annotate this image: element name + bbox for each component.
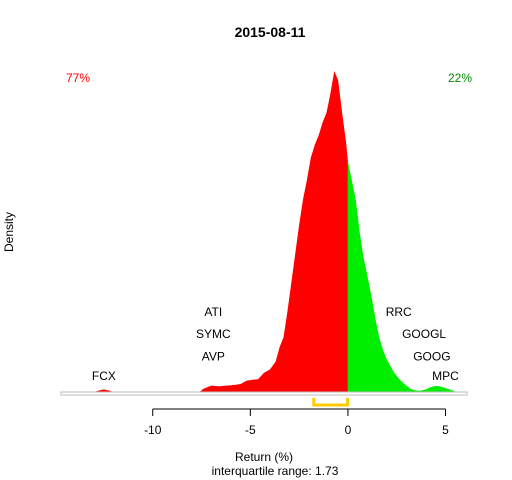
ticker-annotation: FCX — [92, 369, 116, 383]
pct-positive-label: 22% — [448, 71, 472, 85]
ticker-annotation: SYMC — [196, 327, 231, 341]
iqr-subtitle: interquartile range: 1.73 — [212, 464, 339, 478]
y-axis-label: Density — [2, 212, 16, 252]
iqr-bracket — [312, 398, 350, 407]
x-tick-label: 5 — [442, 423, 449, 437]
x-tick-label: 0 — [345, 423, 352, 437]
ticker-annotation: GOOG — [413, 350, 450, 364]
ticker-annotation: GOOGL — [402, 327, 446, 341]
ticker-annotation: MPC — [432, 369, 459, 383]
pct-negative-label: 77% — [66, 71, 90, 85]
positive-area — [347, 160, 458, 392]
ticker-annotation: RRC — [386, 305, 412, 319]
x-tick-label: -5 — [245, 423, 256, 437]
x-tick-label: -10 — [144, 423, 162, 437]
ticker-annotation: AVP — [202, 350, 225, 364]
negative-area — [94, 71, 348, 392]
baseline-strip — [60, 391, 468, 396]
chart-title: 2015-08-11 — [235, 24, 306, 40]
x-axis-label: Return (%) — [235, 450, 293, 464]
ticker-annotation: ATI — [204, 305, 222, 319]
